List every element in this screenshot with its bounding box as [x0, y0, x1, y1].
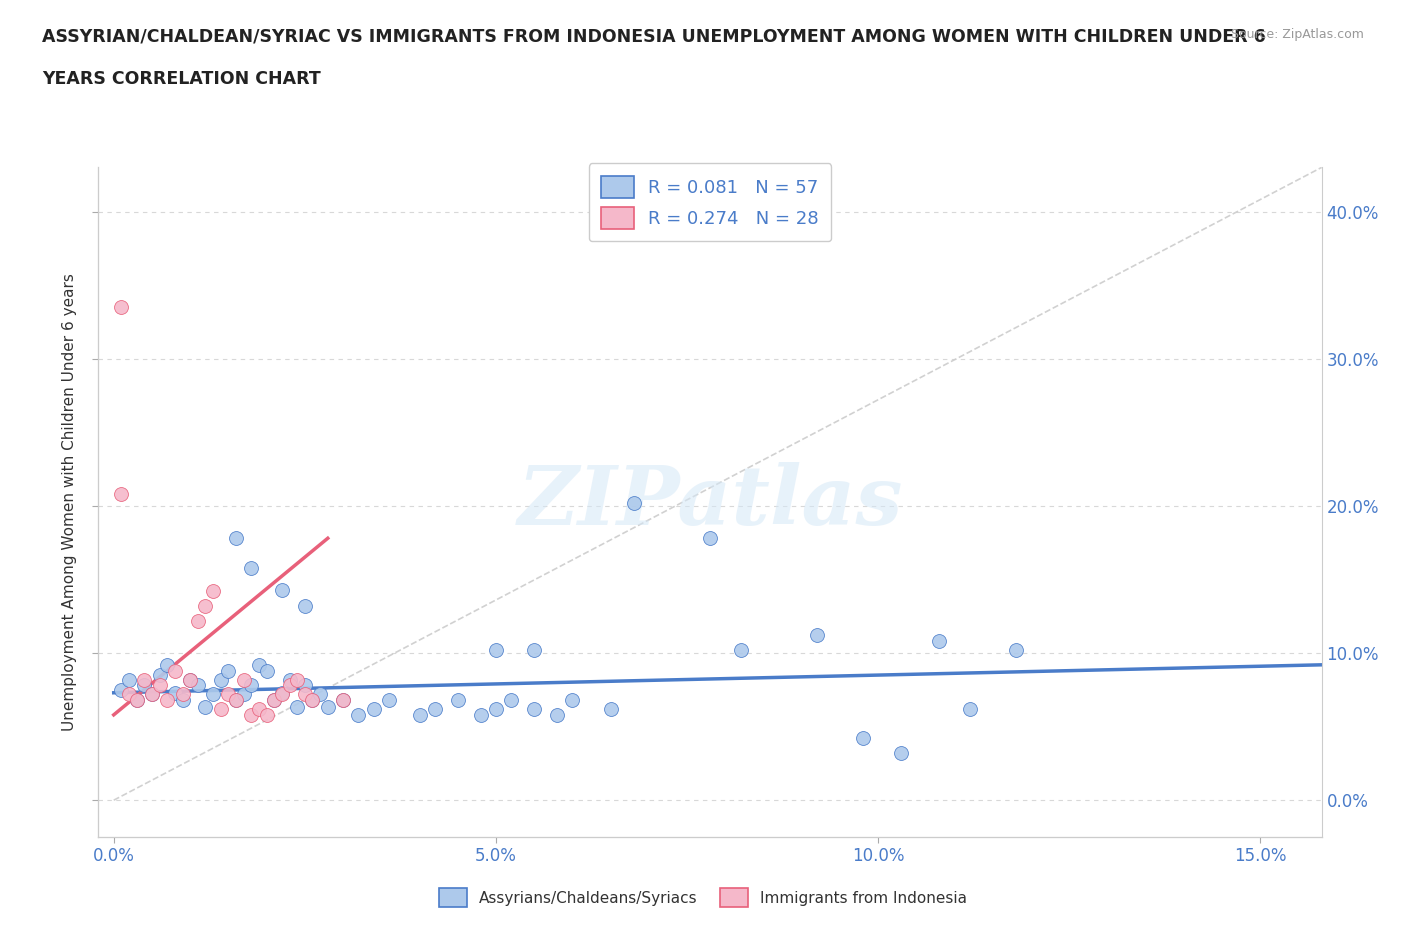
Point — [730, 643, 752, 658]
Point — [378, 693, 401, 708]
Point — [141, 687, 163, 702]
Point — [156, 693, 179, 708]
Text: YEARS CORRELATION CHART: YEARS CORRELATION CHART — [42, 70, 321, 87]
Point — [110, 299, 132, 314]
Point — [149, 678, 172, 693]
Point — [134, 672, 156, 687]
Point — [599, 701, 621, 716]
Point — [408, 708, 430, 723]
Point — [172, 693, 194, 708]
Text: Source: ZipAtlas.com: Source: ZipAtlas.com — [1230, 28, 1364, 41]
Point — [363, 701, 385, 716]
Point — [194, 599, 217, 614]
Point — [187, 613, 209, 628]
Point — [125, 693, 148, 708]
Point — [110, 683, 132, 698]
Point — [118, 672, 141, 687]
Point — [232, 672, 254, 687]
Point — [225, 693, 247, 708]
Point — [232, 687, 254, 702]
Point — [423, 701, 446, 716]
Point — [501, 693, 523, 708]
Point — [141, 687, 163, 702]
Point — [225, 531, 247, 546]
Point — [217, 687, 239, 702]
Point — [301, 693, 323, 708]
Point — [125, 693, 148, 708]
Point — [890, 746, 912, 761]
Point — [623, 496, 645, 511]
Point — [247, 701, 270, 716]
Point — [470, 708, 492, 723]
Point — [523, 701, 546, 716]
Point — [285, 700, 308, 715]
Point — [561, 693, 583, 708]
Point — [163, 685, 186, 700]
Text: ZIPatlas: ZIPatlas — [517, 462, 903, 542]
Point — [523, 643, 546, 658]
Point — [270, 582, 294, 597]
Point — [256, 663, 278, 678]
Point — [347, 708, 370, 723]
Point — [156, 658, 179, 672]
Y-axis label: Unemployment Among Women with Children Under 6 years: Unemployment Among Women with Children U… — [62, 273, 77, 731]
Point — [263, 693, 285, 708]
Point — [270, 687, 294, 702]
Point — [256, 708, 278, 723]
Point — [179, 672, 201, 687]
Point — [270, 685, 294, 700]
Point — [240, 560, 263, 575]
Point — [263, 693, 285, 708]
Point — [247, 658, 270, 672]
Point — [928, 634, 950, 649]
Point — [194, 700, 217, 715]
Point — [285, 672, 308, 687]
Point — [217, 663, 239, 678]
Point — [294, 687, 316, 702]
Point — [149, 668, 172, 683]
Point — [110, 486, 132, 501]
Point — [294, 599, 316, 614]
Point — [316, 700, 339, 715]
Point — [278, 678, 301, 693]
Legend: Assyrians/Chaldeans/Syriacs, Immigrants from Indonesia: Assyrians/Chaldeans/Syriacs, Immigrants … — [433, 883, 973, 913]
Point — [179, 672, 201, 687]
Point — [225, 693, 247, 708]
Point — [134, 678, 156, 693]
Text: ASSYRIAN/CHALDEAN/SYRIAC VS IMMIGRANTS FROM INDONESIA UNEMPLOYMENT AMONG WOMEN W: ASSYRIAN/CHALDEAN/SYRIAC VS IMMIGRANTS F… — [42, 28, 1265, 46]
Point — [294, 678, 316, 693]
Legend: R = 0.081   N = 57, R = 0.274   N = 28: R = 0.081 N = 57, R = 0.274 N = 28 — [589, 163, 831, 242]
Point — [172, 687, 194, 702]
Point — [852, 731, 875, 746]
Point — [309, 687, 332, 702]
Point — [485, 701, 508, 716]
Point — [1004, 643, 1026, 658]
Point — [332, 693, 354, 708]
Point — [546, 708, 568, 723]
Point — [278, 672, 301, 687]
Point — [447, 693, 470, 708]
Point — [485, 643, 508, 658]
Point — [301, 693, 323, 708]
Point — [187, 678, 209, 693]
Point — [806, 628, 828, 643]
Point — [240, 678, 263, 693]
Point — [118, 687, 141, 702]
Point — [209, 701, 232, 716]
Point — [240, 708, 263, 723]
Point — [202, 584, 225, 599]
Point — [202, 687, 225, 702]
Point — [332, 693, 354, 708]
Point — [163, 663, 186, 678]
Point — [209, 672, 232, 687]
Point — [959, 701, 981, 716]
Point — [699, 531, 721, 546]
